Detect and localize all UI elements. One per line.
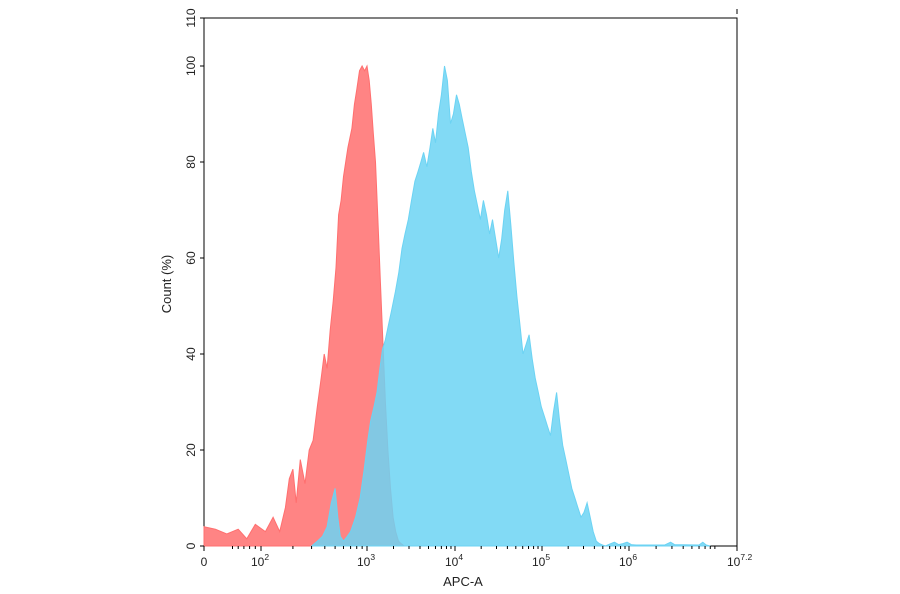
- y-tick-label: 20: [184, 443, 198, 457]
- x-tick-label: 106: [619, 552, 637, 569]
- x-tick-label: 104: [445, 552, 463, 569]
- y-tick-label: 0: [184, 542, 198, 549]
- y-tick-label: 40: [184, 347, 198, 361]
- series-layer: [203, 64, 711, 547]
- y-tick-label: 60: [184, 251, 198, 265]
- y-tick-label: 110: [184, 8, 198, 27]
- x-tick-label: 102: [251, 552, 269, 569]
- y-axis-title: Count (%): [159, 255, 174, 314]
- x-tick-label: 103: [357, 552, 375, 569]
- x-tick-label: 107.2: [727, 552, 752, 569]
- x-tick-label: 105: [532, 552, 550, 569]
- y-tick-label: 80: [184, 155, 198, 169]
- x-axis-title: APC-A: [443, 574, 483, 589]
- x-tick-label: 0: [201, 555, 208, 569]
- histogram-series-2: [310, 65, 711, 547]
- y-tick-label: 100: [184, 56, 198, 76]
